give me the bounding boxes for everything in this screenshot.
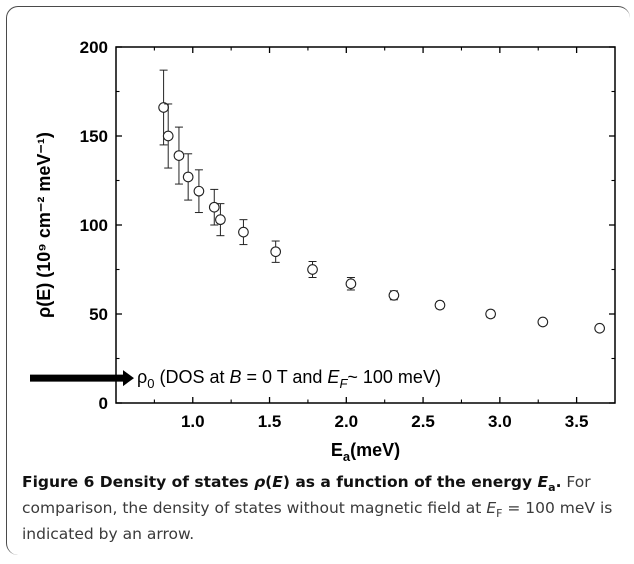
data-point <box>158 69 169 146</box>
data-point <box>345 277 357 291</box>
data-marker <box>485 308 496 320</box>
data-point <box>215 203 226 237</box>
data-marker <box>434 299 446 311</box>
data-point <box>238 219 249 246</box>
y-axis-ticks: 0 50 100 150 200 <box>80 38 615 413</box>
data-marker <box>307 264 318 275</box>
data-marker <box>182 171 194 183</box>
data-point <box>173 126 185 185</box>
y-tick-label: 100 <box>80 216 108 235</box>
y-axis-title: ρ(E) (10⁹ cm⁻² meV⁻¹) <box>34 132 54 318</box>
caption-lead: Figure 6 Density of states ρ(E) as a fun… <box>22 473 562 495</box>
data-point <box>270 240 282 263</box>
chart: 1.0 1.5 2.0 2.5 3.0 3.5 0 50 100 150 200 ρ(E) (10… <box>30 38 616 464</box>
data-marker <box>388 289 400 301</box>
data-marker <box>594 322 605 334</box>
x-axis-title-sub: a <box>343 449 351 464</box>
data-marker <box>537 316 549 328</box>
data-point <box>182 153 194 201</box>
data-point <box>537 316 549 328</box>
figure-caption: Figure 6 Density of states ρ(E) as a fun… <box>22 472 622 545</box>
data-marker <box>215 214 226 226</box>
data-marker <box>193 185 205 197</box>
y-tick-label: 150 <box>80 127 108 146</box>
x-axis-title-unit: (meV) <box>350 440 400 460</box>
figure-frame <box>6 6 630 555</box>
x-tick-label: 1.5 <box>258 412 282 431</box>
data-point <box>307 260 318 279</box>
x-tick-label: 2.0 <box>334 412 358 431</box>
x-axis-title: Ea(meV) <box>331 440 400 464</box>
y-tick-label: 50 <box>89 305 108 324</box>
data-point <box>388 289 400 301</box>
x-tick-label: 3.0 <box>488 412 512 431</box>
data-marker <box>270 246 282 258</box>
arrow-icon <box>30 370 134 387</box>
caption-body: For comparison, the density of states wi… <box>22 473 613 544</box>
y-axis-title-text: ρ(E) (10⁹ cm⁻² meV⁻¹) <box>34 132 54 318</box>
data-point <box>594 322 605 334</box>
x-axis-ticks: 1.0 1.5 2.0 2.5 3.0 3.5 <box>153 47 589 431</box>
x-axis-title-E: E <box>331 440 343 460</box>
x-tick-label: 1.0 <box>181 412 205 431</box>
y-tick-label: 200 <box>80 38 108 57</box>
dos-annotation: ρ0 (DOS at B = 0 T and EF~ 100 meV) <box>30 367 441 391</box>
y-tick-label: 0 <box>99 394 108 413</box>
data-point <box>193 169 205 214</box>
x-tick-label: 2.5 <box>411 412 435 431</box>
data-marker <box>208 201 220 213</box>
data-marker <box>345 278 357 290</box>
data-point <box>208 188 220 226</box>
data-marker <box>162 130 174 142</box>
data-marker <box>238 226 249 238</box>
data-marker <box>173 150 185 161</box>
data-point <box>485 308 496 320</box>
x-tick-label: 3.5 <box>565 412 589 431</box>
data-point <box>162 103 174 169</box>
plot-area <box>115 46 616 404</box>
data-point <box>434 299 446 311</box>
data-points <box>158 69 605 334</box>
dos-annotation-text: ρ0 (DOS at B = 0 T and EF~ 100 meV) <box>137 367 441 391</box>
